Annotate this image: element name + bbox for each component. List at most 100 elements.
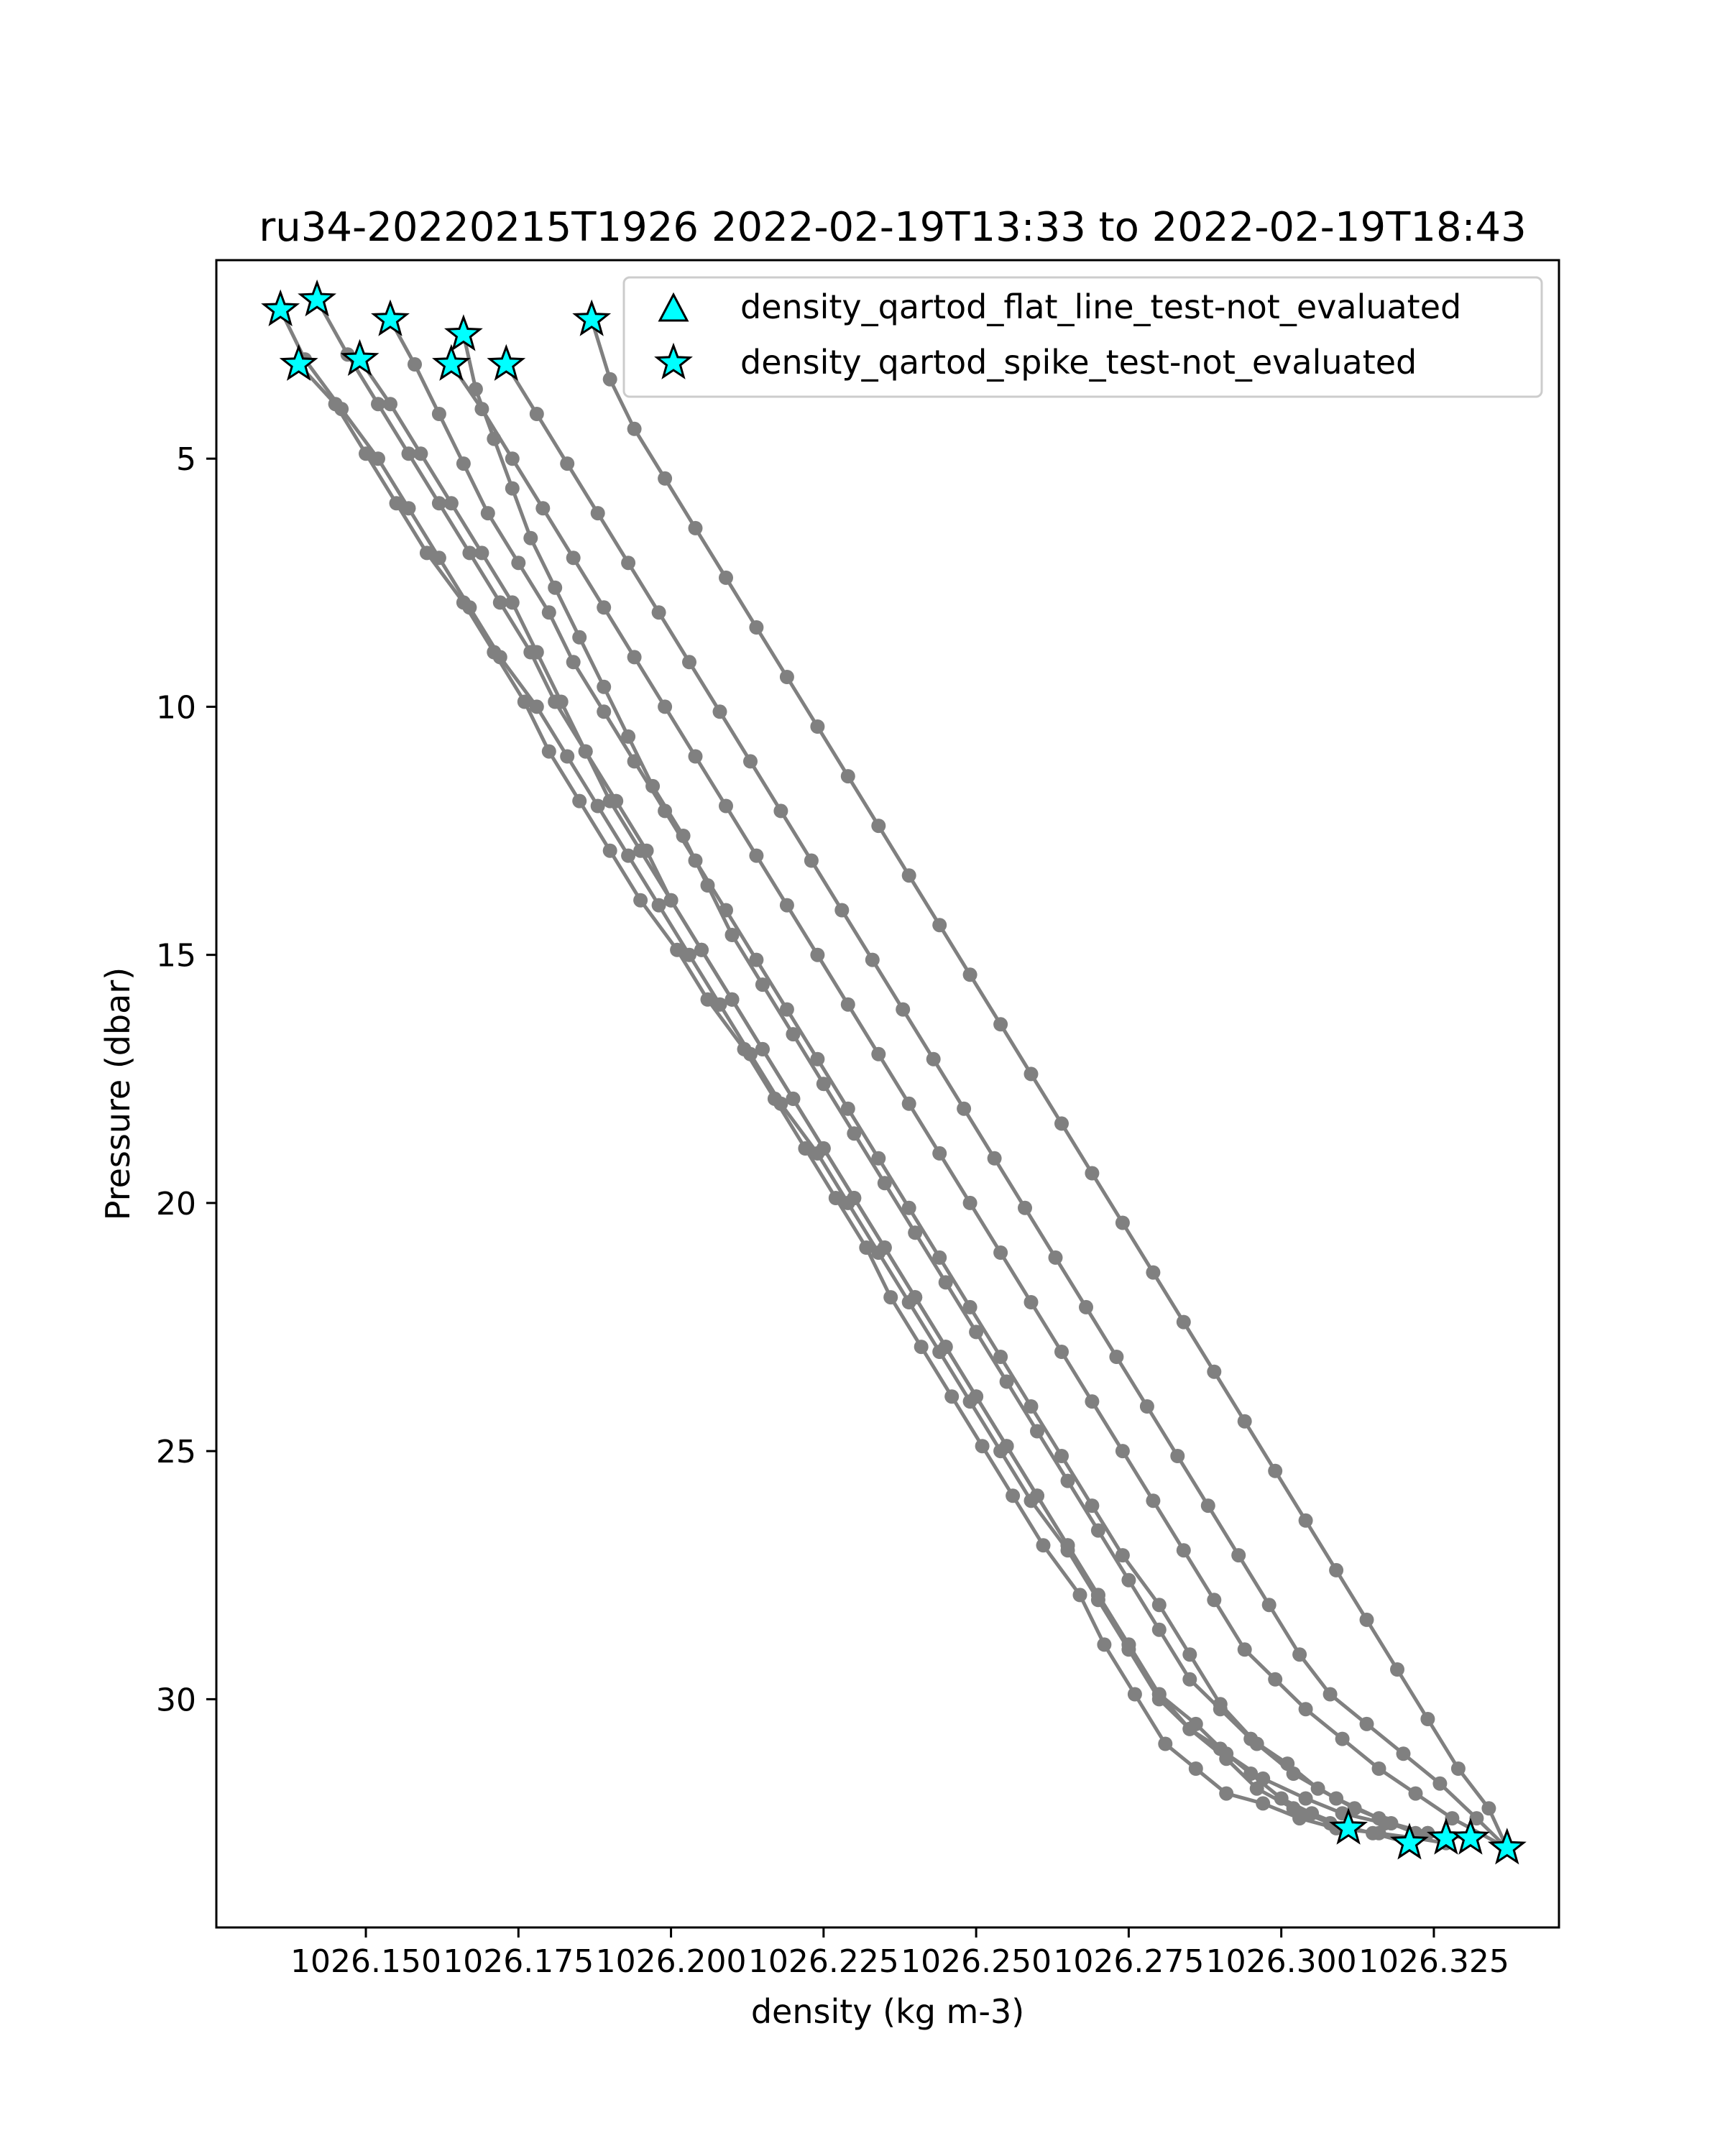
data-point [1280, 1756, 1295, 1772]
data-point [1176, 1314, 1191, 1330]
data-point [413, 446, 428, 461]
data-point [719, 570, 733, 585]
data-point [566, 550, 581, 566]
data-point [719, 798, 733, 814]
data-point [779, 898, 794, 913]
data-point [834, 903, 850, 918]
data-point [645, 778, 661, 793]
profile-series-4 [291, 357, 1453, 1851]
data-point [847, 1126, 862, 1141]
data-point [1420, 1712, 1435, 1726]
data-point [865, 952, 880, 967]
data-point [572, 630, 587, 645]
data-point [1384, 1816, 1399, 1830]
data-point [1121, 1572, 1136, 1588]
data-point [578, 744, 593, 759]
data-point [737, 1041, 752, 1056]
data-point [975, 1439, 990, 1454]
data-point [627, 421, 642, 436]
data-point [627, 650, 642, 665]
data-point [529, 645, 544, 660]
data-point [1219, 1746, 1234, 1761]
data-point [1072, 1588, 1087, 1603]
data-point [1146, 1493, 1161, 1508]
data-point [651, 898, 666, 913]
data-point [1036, 1538, 1051, 1553]
data-point [969, 1389, 984, 1404]
spike-star-marker [1450, 1818, 1490, 1855]
data-point [328, 397, 343, 412]
data-point [462, 545, 477, 561]
data-point [786, 1027, 801, 1042]
data-point [926, 1051, 941, 1067]
data-point [1219, 1786, 1234, 1801]
data-point [993, 1017, 1008, 1032]
data-point [572, 793, 587, 808]
data-point [1018, 1200, 1032, 1215]
data-point [1109, 1350, 1124, 1364]
data-point [1085, 1498, 1100, 1514]
data-point [914, 1340, 929, 1355]
data-point [474, 545, 489, 561]
spike-star-marker [1329, 1807, 1368, 1845]
data-point [431, 550, 446, 566]
data-point [597, 679, 612, 694]
data-point [700, 992, 715, 1007]
data-point [401, 446, 416, 461]
profile-line [449, 363, 1508, 1850]
data-point [901, 1096, 916, 1111]
data-point [932, 1250, 947, 1265]
data-point [1151, 1687, 1167, 1702]
data-point [590, 506, 605, 521]
data-point [383, 397, 397, 412]
data-point [877, 1240, 892, 1255]
x-axis-label: density (kg m-3) [751, 1992, 1024, 2031]
data-point [1329, 1562, 1344, 1577]
spike-star-marker [487, 344, 526, 381]
data-point [755, 1041, 770, 1056]
spike-star-marker [1487, 1828, 1527, 1865]
data-point [908, 1225, 923, 1240]
data-point [1060, 1473, 1075, 1488]
data-point [1347, 1801, 1362, 1816]
data-point [1079, 1299, 1093, 1314]
data-point [816, 1141, 831, 1156]
data-point [999, 1439, 1014, 1454]
y-tick-label: 30 [156, 1682, 196, 1718]
data-point [688, 520, 703, 535]
data-point [1408, 1786, 1423, 1801]
plot-frame [215, 259, 1560, 1929]
data-point [1292, 1811, 1307, 1826]
data-point [859, 1240, 874, 1255]
data-point [962, 1195, 978, 1210]
data-point [1268, 1672, 1283, 1687]
data-point [1268, 1463, 1283, 1478]
data-point [633, 893, 648, 908]
data-point [621, 729, 636, 744]
data-point [419, 545, 434, 561]
data-point [901, 868, 916, 883]
data-point [529, 699, 544, 714]
data-point [1207, 1364, 1222, 1379]
legend-entry-spike: density_qartod_spike_test-not_evaluated [740, 343, 1417, 382]
x-tick-label: 1026.300 [1206, 1943, 1357, 1980]
data-point [1024, 1295, 1039, 1309]
data-point [1469, 1811, 1484, 1826]
data-point [993, 1350, 1008, 1364]
data-point [901, 1200, 916, 1215]
profile-series-6 [456, 327, 1478, 1846]
data-point [1115, 1444, 1130, 1459]
profile-series-8 [499, 357, 1514, 1856]
data-point [1090, 1588, 1105, 1603]
spike-test-markers [261, 279, 1527, 1865]
data-point [408, 357, 422, 372]
spike-star-marker [298, 279, 337, 317]
data-point [1054, 1116, 1069, 1131]
data-point [1298, 1702, 1313, 1717]
spike-star-marker [261, 289, 300, 327]
plot-area [261, 279, 1527, 1865]
data-point [1481, 1801, 1496, 1816]
data-point [847, 1191, 862, 1205]
data-point [810, 719, 825, 734]
y-tick-label: 5 [176, 441, 196, 478]
